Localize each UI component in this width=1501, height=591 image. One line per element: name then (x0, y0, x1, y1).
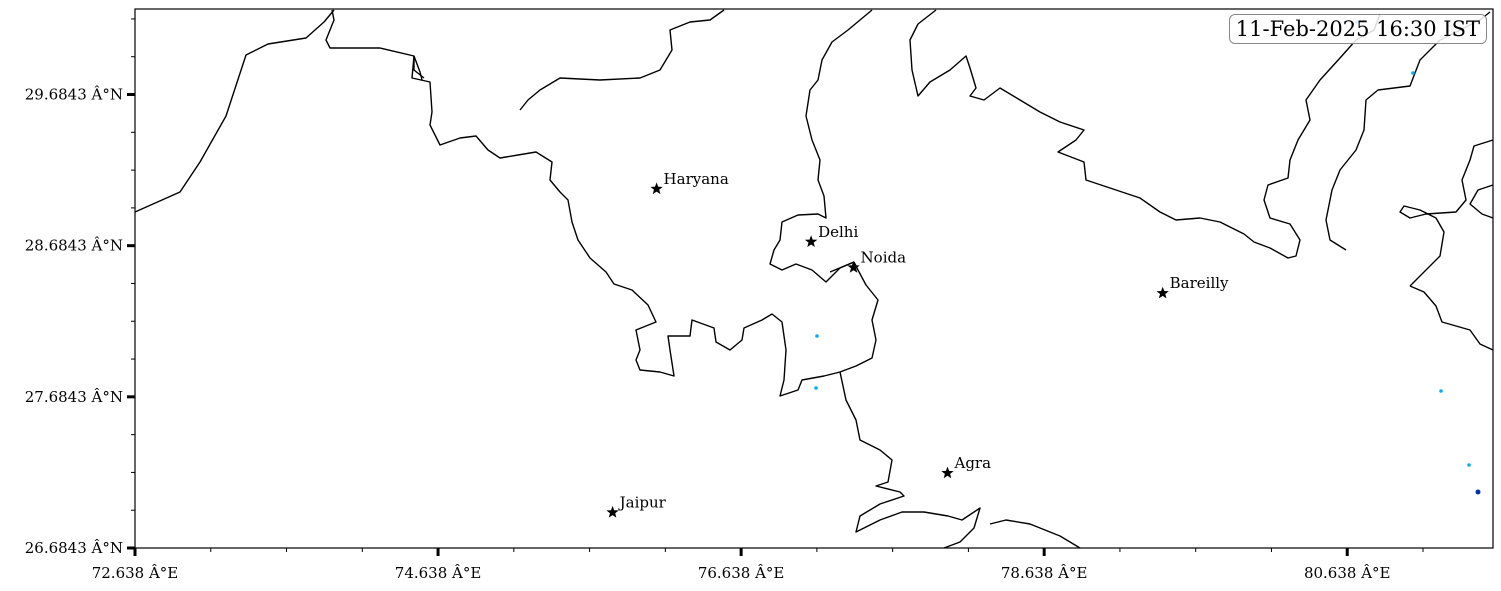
city-star-marker (1156, 286, 1169, 299)
city-label: Haryana (664, 170, 729, 188)
precip-dot (1411, 71, 1415, 75)
boundary-line (413, 55, 423, 81)
boundary-line (413, 56, 425, 79)
boundary-line (1469, 184, 1494, 219)
x-tick-label: 74.638 Â°E (395, 564, 482, 582)
x-tick-label: 76.638 Â°E (698, 564, 785, 582)
y-tick-label: 27.6843 Â°N (25, 388, 123, 406)
x-tick-label: 80.638 Â°E (1304, 564, 1391, 582)
state-boundaries (134, 9, 1494, 549)
city-star-marker (847, 261, 860, 273)
precip-dot (1439, 389, 1443, 393)
y-tick-label: 26.6843 Â°N (25, 539, 123, 557)
boundary-line (769, 9, 873, 283)
boundary-line (519, 9, 725, 111)
axes: 72.638 Â°E 74.638 Â°E 76.638 Â°E 78.638 Â°E… (25, 18, 1424, 582)
boundary-line (989, 519, 1081, 549)
y-tick-label: 28.6843 Â°N (25, 237, 123, 255)
boundary-line (325, 9, 879, 397)
city-star-marker (804, 235, 818, 247)
boundary-line (839, 371, 981, 549)
x-tick-label: 78.638 Â°E (1001, 564, 1088, 582)
boundary-line (1399, 139, 1494, 287)
x-tick-label: 72.638 Â°E (92, 564, 179, 582)
precip-dot (815, 334, 819, 338)
boundary-line (1409, 285, 1494, 351)
city-label: Noida (861, 248, 907, 266)
boundary-line (134, 9, 335, 213)
timestamp-label: 11-Feb-2025 16:30 IST (1228, 14, 1487, 44)
map-frame (134, 8, 1494, 549)
city-star-marker (650, 182, 663, 195)
boundary-line (829, 261, 855, 273)
precip-dot (814, 386, 818, 390)
boundary-line (909, 9, 1381, 259)
city-label: Bareilly (1170, 274, 1229, 292)
city-label: Delhi (818, 223, 858, 241)
boundary-line (1325, 11, 1491, 251)
y-tick-label: 29.6843 Â°N (25, 86, 123, 104)
city-label: Jaipur (618, 493, 667, 511)
city-label: Agra (953, 454, 991, 472)
precip-dot (1467, 463, 1471, 467)
precip-dot (1475, 489, 1481, 495)
city-star-marker (606, 505, 619, 518)
city-star-marker (941, 466, 954, 479)
precipitation-dots (814, 20, 1481, 495)
